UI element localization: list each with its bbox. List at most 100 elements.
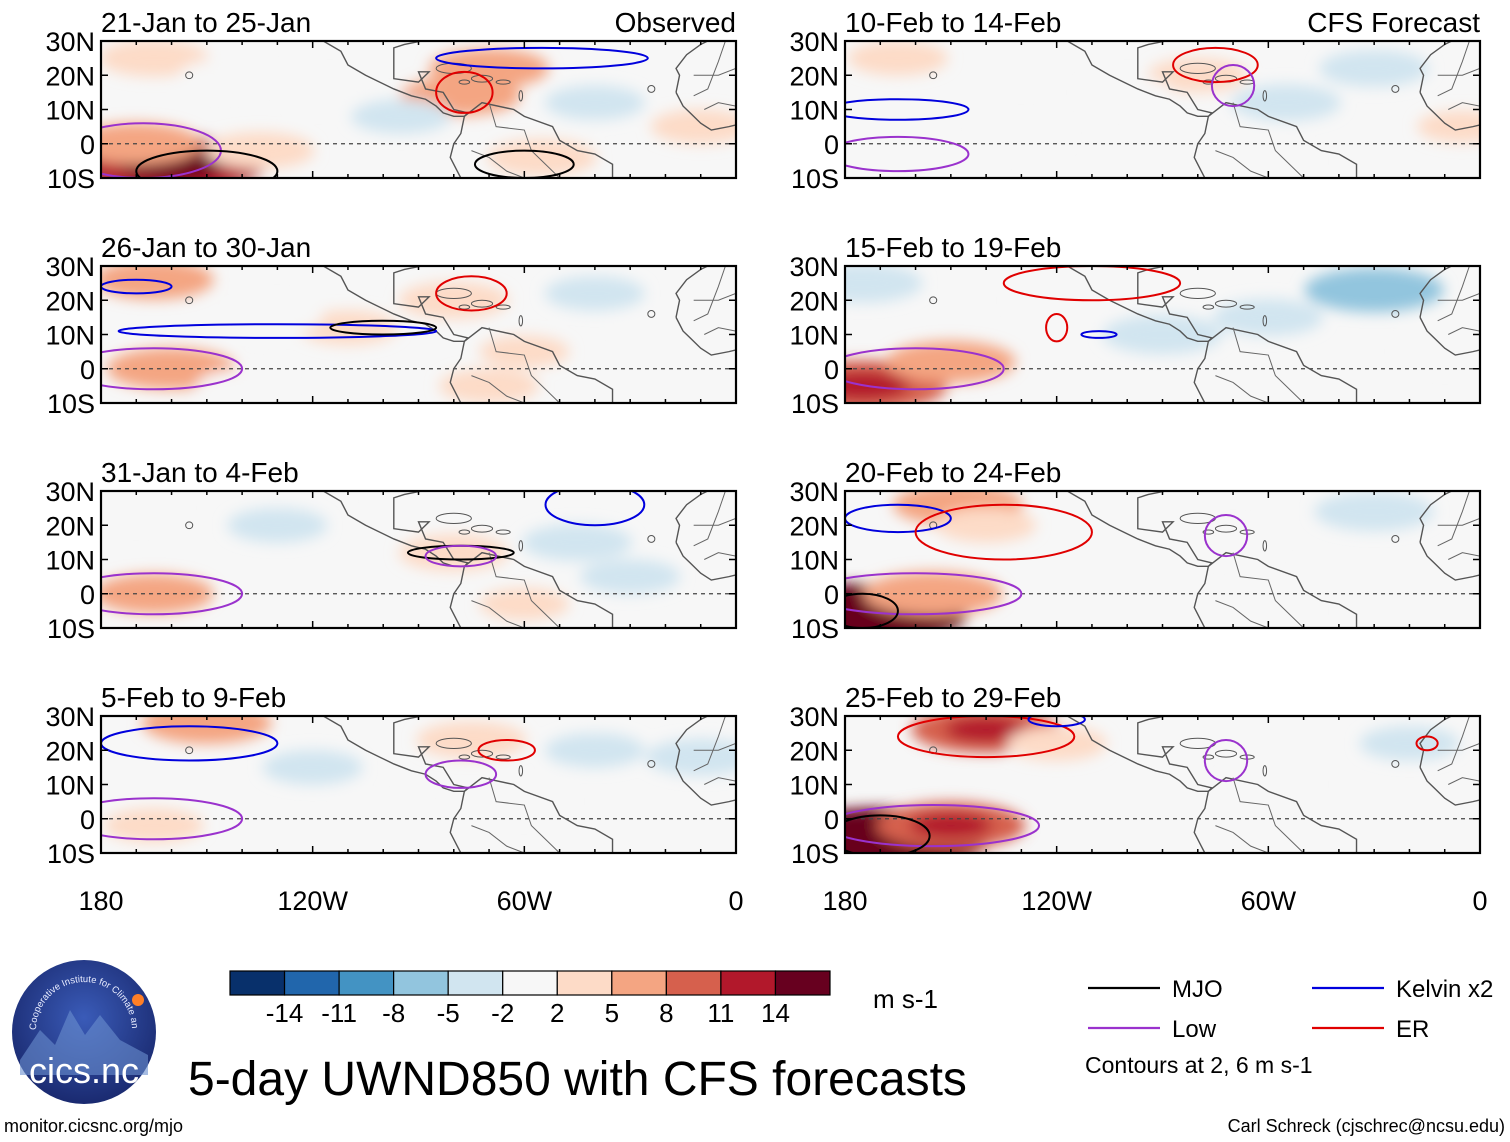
contour-low <box>101 572 244 616</box>
coastlines <box>929 716 1480 853</box>
wave-contours <box>845 266 1182 391</box>
country-border <box>693 517 736 526</box>
island <box>1391 535 1400 543</box>
island <box>458 79 471 85</box>
wind-anomaly-cell <box>398 281 509 319</box>
legend-note: Contours at 2, 6 m s-1 <box>1085 1052 1313 1078</box>
colorbar-label: 11 <box>707 998 734 1028</box>
wind-anomaly-cell <box>486 138 598 176</box>
wind-anomaly-cell <box>645 738 736 776</box>
x-tick-label: 60W <box>497 886 553 916</box>
contour-er <box>1415 735 1439 752</box>
contour-kelvin <box>1080 330 1118 339</box>
wind-anomaly-cell <box>141 716 272 744</box>
wind-anomaly-core <box>944 716 1028 743</box>
country-border <box>1232 552 1304 628</box>
y-tick-label: 0 <box>824 580 839 610</box>
contour-er <box>477 738 536 762</box>
country-border <box>1448 102 1480 110</box>
colorbar-label: -2 <box>491 998 514 1028</box>
y-tick-label: 0 <box>80 130 95 160</box>
wind-anomaly-cell <box>479 785 570 818</box>
colorbar-segment <box>665 970 722 996</box>
colorbar-label: 5 <box>605 998 619 1028</box>
country-border <box>704 777 736 785</box>
coastline <box>1207 101 1358 178</box>
y-tick-label: 0 <box>80 580 95 610</box>
colorbar-segment <box>229 970 286 996</box>
country-border <box>471 375 525 403</box>
colorbar-segment <box>720 970 777 996</box>
wave-contours <box>101 46 649 178</box>
island <box>470 524 494 533</box>
y-tick-label: 10S <box>47 614 95 644</box>
wind-anomaly-cell <box>544 276 645 311</box>
panel-title: 5-Feb to 9-Feb <box>101 682 286 713</box>
wind-anomaly-cell <box>438 368 540 403</box>
y-tick-label: 10S <box>791 389 839 419</box>
contour-low <box>101 797 244 841</box>
coastline <box>675 716 709 768</box>
author-credit: Carl Schreck (cjschrec@ncsu.edu) <box>1228 1116 1505 1136</box>
island <box>495 79 511 85</box>
country-border <box>1232 102 1304 178</box>
contour-mjo <box>135 149 279 178</box>
wind-anomaly-cell <box>976 120 1067 153</box>
wind-anomaly-cell <box>103 808 205 843</box>
wave-contours <box>845 503 1249 628</box>
coastlines <box>185 266 736 403</box>
coastline <box>675 542 736 581</box>
panel-tag: Observed <box>615 7 736 38</box>
country-border <box>1448 327 1480 335</box>
wind-anomaly-cell <box>179 59 270 92</box>
legend-label: Low <box>1172 1016 1217 1043</box>
y-tick-label: 30N <box>45 252 95 282</box>
wind-anomaly-cell <box>398 534 509 572</box>
country-border <box>471 825 525 853</box>
y-tick-label: 30N <box>45 477 95 507</box>
island <box>1202 754 1215 760</box>
island <box>518 90 524 102</box>
wind-anomaly-cell <box>232 301 323 334</box>
colorbar-segment <box>556 970 613 996</box>
wind-anomaly-cell <box>1082 76 1173 109</box>
contour-mjo <box>329 319 438 336</box>
island <box>647 310 656 318</box>
map-panel-8: 30N 20N 10N 0 10S 25-Feb to 29-Feb <box>789 682 1482 869</box>
wind-anomaly-cell <box>1102 314 1223 355</box>
island <box>470 299 494 308</box>
coastline <box>675 41 709 93</box>
wind-anomaly-cell <box>227 507 328 543</box>
y-tick-label: 10S <box>791 164 839 194</box>
website-link[interactable]: monitor.cicsnc.org/mjo <box>4 1116 183 1136</box>
wind-anomaly-cell <box>620 318 711 351</box>
contour-low <box>845 804 1040 848</box>
wind-anomaly-cell <box>101 492 182 525</box>
coastline <box>1419 41 1453 93</box>
panel-title: 15-Feb to 19-Feb <box>845 232 1061 263</box>
panel-title: 31-Jan to 4-Feb <box>101 457 299 488</box>
island <box>1262 540 1268 552</box>
country-border <box>704 327 736 335</box>
coastline <box>1193 116 1210 178</box>
island <box>1214 749 1238 758</box>
wind-anomaly-cell <box>1314 491 1435 532</box>
wind-anomaly-cell <box>650 109 736 144</box>
coastline <box>1419 92 1480 131</box>
wind-anomaly-cell <box>580 559 681 594</box>
island <box>435 737 472 750</box>
colorbar-label: 2 <box>550 998 564 1028</box>
wind-anomaly-cell <box>285 76 376 109</box>
country-border <box>693 292 736 301</box>
contour-legend: MJO Kelvin x2 Low ER <box>1088 976 1493 1043</box>
coastlines <box>185 491 736 628</box>
contour-kelvin <box>544 491 646 527</box>
y-tick-label: 20N <box>789 286 839 316</box>
island <box>518 540 524 552</box>
contour-low <box>1203 738 1249 783</box>
y-tick-label: 30N <box>45 27 95 57</box>
country-border <box>488 777 560 853</box>
x-tick-label: 120W <box>277 886 348 916</box>
wind-anomaly-cell <box>544 85 645 120</box>
wind-anomaly-cell <box>416 721 527 759</box>
